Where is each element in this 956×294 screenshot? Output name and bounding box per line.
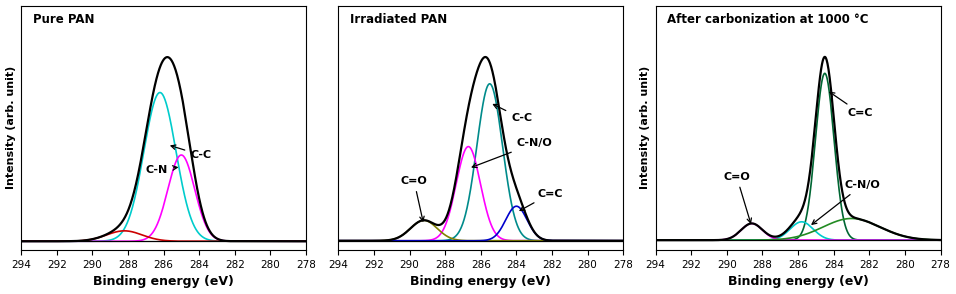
Text: C=C: C=C [830,92,874,118]
Text: C=O: C=O [401,176,427,221]
Text: C-N/O: C-N/O [472,138,553,168]
Text: After carbonization at 1000 °C: After carbonization at 1000 °C [667,13,869,26]
Text: Pure PAN: Pure PAN [33,13,94,26]
Text: C=C: C=C [520,189,563,211]
Text: Irradiated PAN: Irradiated PAN [350,13,447,26]
Y-axis label: Intensity (arb. unit): Intensity (arb. unit) [6,66,15,190]
X-axis label: Binding energy (eV): Binding energy (eV) [410,275,552,288]
Text: C-N/O: C-N/O [812,180,880,224]
Text: C-C: C-C [493,104,532,123]
X-axis label: Binding energy (eV): Binding energy (eV) [728,275,868,288]
Text: C-C: C-C [171,145,211,160]
X-axis label: Binding energy (eV): Binding energy (eV) [93,275,234,288]
Y-axis label: Intensity (arb. unit): Intensity (arb. unit) [641,66,650,190]
Text: C=O: C=O [724,172,751,223]
Text: C-N: C-N [145,165,177,175]
